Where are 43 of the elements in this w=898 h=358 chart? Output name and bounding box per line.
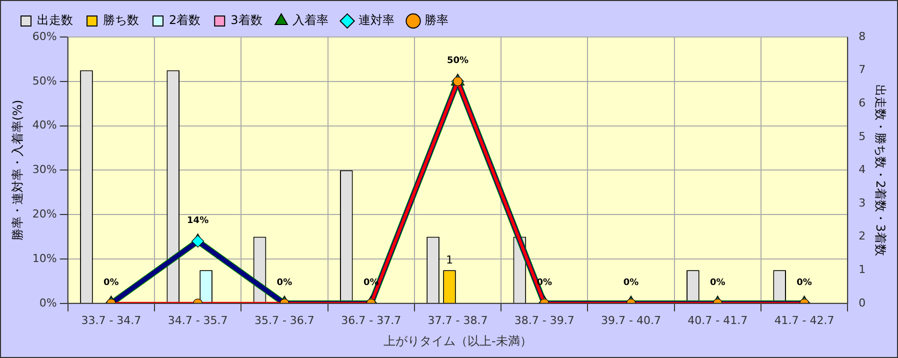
y2-tick-label: 7 bbox=[858, 63, 866, 76]
x-tick-label: 40.7 - 41.7 bbox=[688, 314, 748, 327]
y2-axis-title: 出走数・勝ち数・2着数・3着数 bbox=[874, 84, 888, 256]
x-tick-label: 36.7 - 37.7 bbox=[341, 314, 402, 327]
x-tick-label: 34.7 - 35.7 bbox=[168, 314, 228, 327]
data-label: 14% bbox=[187, 216, 209, 226]
x-tick-label: 41.7 - 42.7 bbox=[774, 314, 834, 327]
y2-tick-label: 6 bbox=[858, 96, 866, 110]
legend-label: 入着率 bbox=[292, 13, 328, 28]
data-label: 50% bbox=[446, 56, 468, 66]
data-label: 0% bbox=[710, 278, 726, 288]
x-tick-label: 33.7 - 34.7 bbox=[81, 314, 142, 327]
y2-tick-label: 0 bbox=[858, 296, 866, 310]
legend-label: 3着数 bbox=[230, 13, 262, 28]
data-label: 0% bbox=[104, 278, 119, 288]
legend-label: 2着数 bbox=[169, 13, 201, 28]
data-label: 0% bbox=[623, 278, 639, 288]
x-tick-label: 39.7 - 40.7 bbox=[601, 314, 661, 327]
x-axis-title: 上がりタイム（以上-未満） bbox=[384, 334, 532, 348]
data-label: 0% bbox=[796, 278, 812, 288]
y-tick-label: 40% bbox=[32, 118, 57, 132]
y2-tick-label: 2 bbox=[858, 230, 866, 243]
x-tick-label: 38.7 - 39.7 bbox=[514, 314, 574, 327]
y2-tick-label: 1 bbox=[858, 262, 866, 276]
x-tick-label: 35.7 - 36.7 bbox=[254, 314, 314, 327]
y-tick-label: 30% bbox=[32, 163, 57, 176]
y-axis-title: 勝率・連対率・入着率(%) bbox=[10, 100, 24, 241]
data-label: 0% bbox=[276, 278, 292, 288]
x-tick-label: 37.7 - 38.7 bbox=[428, 314, 488, 327]
y2-tick-label: 5 bbox=[858, 130, 866, 143]
y-tick-label: 10% bbox=[32, 252, 57, 265]
y2-tick-label: 3 bbox=[858, 196, 866, 210]
legend-label: 勝率 bbox=[424, 13, 448, 28]
y2-tick-label: 4 bbox=[858, 163, 866, 176]
y-tick-label: 20% bbox=[32, 207, 57, 220]
y-tick-label: 60% bbox=[32, 30, 57, 43]
y2-tick-label: 8 bbox=[858, 30, 866, 43]
y-tick-label: 50% bbox=[32, 74, 57, 88]
legend-label: 出走数 bbox=[37, 13, 73, 28]
legend-label: 勝ち数 bbox=[103, 13, 139, 28]
y-tick-label: 0% bbox=[39, 296, 57, 310]
data-label: 1 bbox=[446, 253, 453, 266]
legend-label: 連対率 bbox=[358, 13, 394, 28]
